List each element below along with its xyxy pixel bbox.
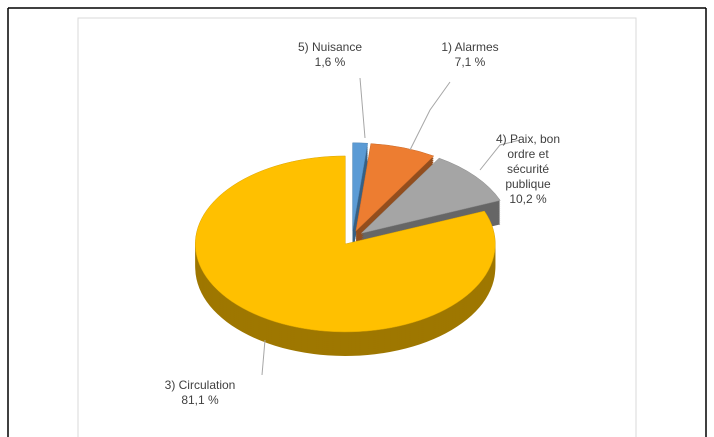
value-label: 1,6 % [314,55,346,69]
category-label: 5) Nuisance [297,40,363,54]
data-label: 3) Circulation 81,1 % [145,378,255,408]
data-label: 5) Nuisance 1,6 % [285,40,375,70]
category-label: 3) Circulation [164,378,236,392]
value-label: 81,1 % [181,393,219,407]
slice [360,157,501,234]
data-label: 1) Alarmes 7,1 % [425,40,515,70]
slice [355,143,435,232]
value-label: 7,1 % [454,55,486,69]
leaders [261,77,521,376]
pie [195,142,501,356]
plot-frame [77,17,637,437]
slice [352,142,368,231]
category-label: 1) Alarmes [441,40,499,54]
data-label: 4) Paix, bon ordre et sécurité publique 1… [488,132,568,207]
slice [195,155,496,333]
category-label: 4) Paix, bon ordre et sécurité publique [495,132,561,191]
value-label: 10,2 % [509,192,547,206]
